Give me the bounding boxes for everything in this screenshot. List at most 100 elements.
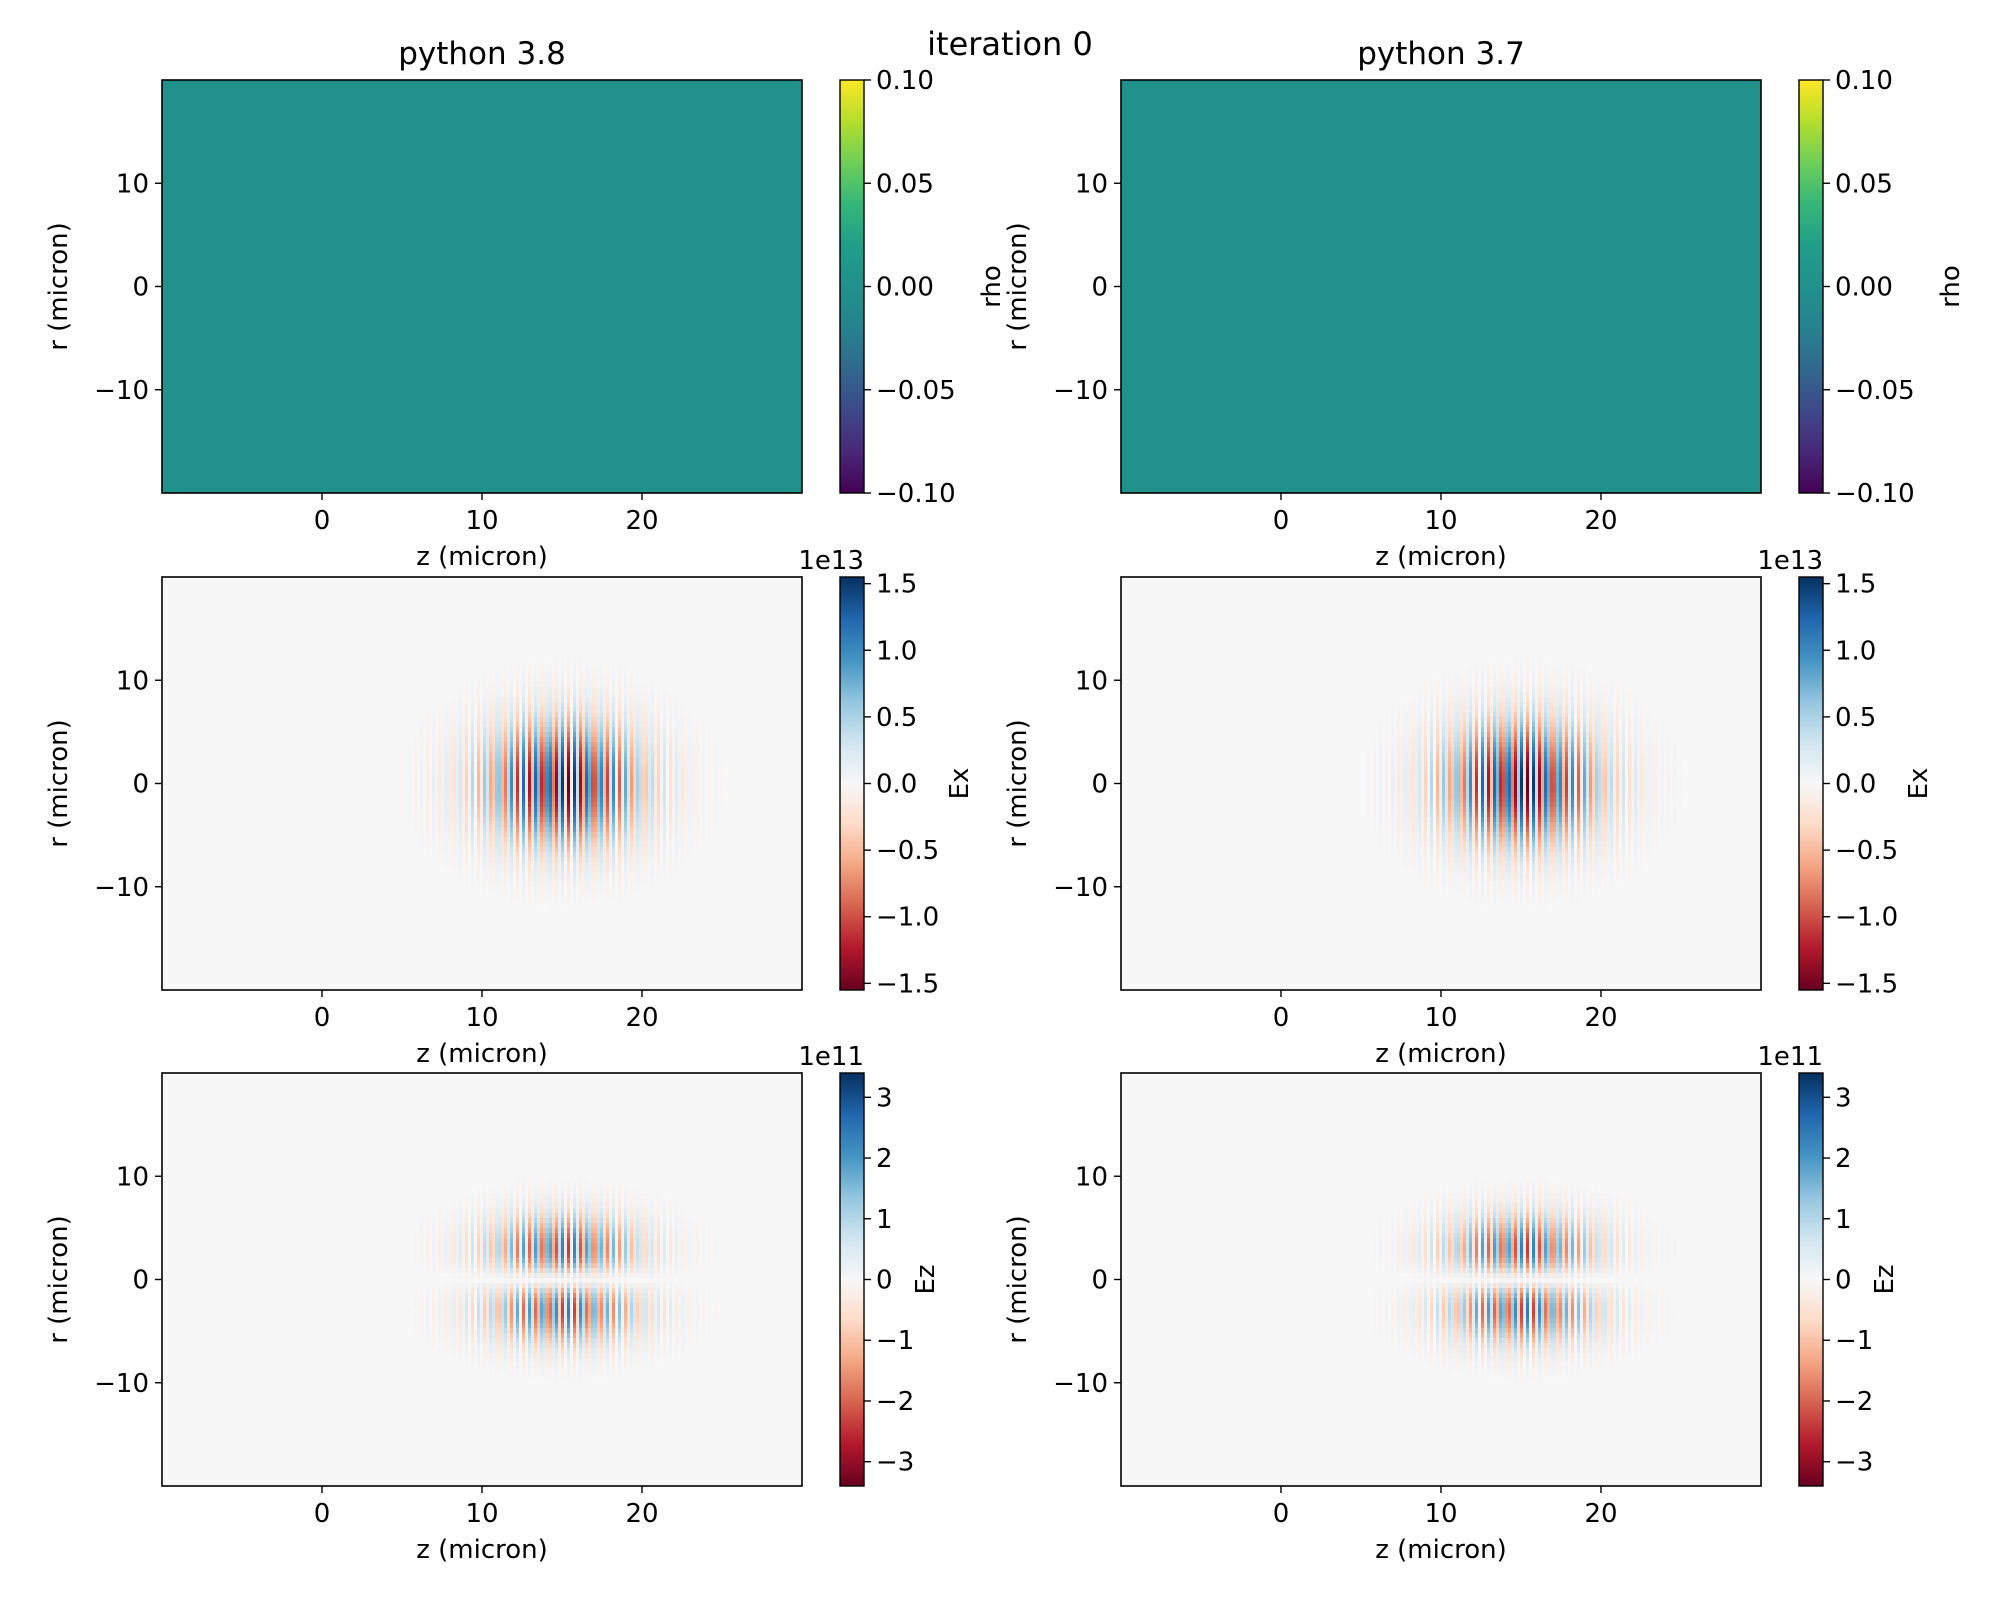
colorbar-tick-label: −0.10	[876, 479, 956, 509]
heatmap-pulse	[1367, 1178, 1676, 1383]
subplot-rho-right: 0 10 20 −10 0 10 z (micron) r (micron) python 3.…	[1003, 36, 1966, 572]
x-tick-label: 20	[625, 1003, 658, 1033]
subplot-Ex-left: 0 10 20 −10 0 10 z (micron) r (micron) −1.5 −1.0 −…	[44, 546, 975, 1069]
colorbar-tick-label: −0.05	[1835, 376, 1915, 406]
x-axis-label: z (micron)	[1375, 542, 1507, 572]
colorbar-tick-label: 0.10	[876, 66, 934, 96]
colorbar-offset-label: 1e11	[1757, 1042, 1823, 1072]
x-tick-label: 0	[1273, 1003, 1290, 1033]
x-tick-label: 0	[314, 1003, 331, 1033]
colorbar-tick-label: 0.0	[876, 770, 917, 800]
colorbar-label: Ex	[945, 768, 975, 800]
y-tick-label: −10	[1053, 1369, 1108, 1399]
x-tick-label: 10	[1424, 1003, 1457, 1033]
x-tick-label: 20	[1584, 506, 1617, 536]
colorbar-offset-label: 1e11	[798, 1042, 864, 1072]
x-tick-label: 20	[625, 506, 658, 536]
colorbar-tick-label: −1.0	[1835, 903, 1898, 933]
colorbar-offset-label: 1e13	[798, 546, 864, 576]
y-tick-label: 10	[116, 1162, 149, 1192]
colorbar	[839, 576, 865, 991]
colorbar-tick-label: 1	[876, 1205, 893, 1235]
y-axis-label: r (micron)	[44, 1215, 74, 1344]
x-axis-label: z (micron)	[416, 1039, 548, 1069]
colorbar-tick-label: 3	[876, 1083, 893, 1113]
heatmap-field	[162, 80, 802, 493]
colorbar-tick-label: 0.05	[876, 169, 934, 199]
heatmap-field	[1121, 80, 1761, 493]
colorbar-tick-label: −1	[1835, 1326, 1873, 1356]
colorbar-tick-label: −0.10	[1835, 479, 1915, 509]
colorbar-label: Ex	[1904, 768, 1934, 800]
x-tick-label: 10	[1424, 1499, 1457, 1529]
y-tick-label: 0	[132, 770, 149, 800]
heatmap-pulse	[408, 1178, 717, 1383]
colorbar-tick-label: −0.05	[876, 376, 956, 406]
colorbar-label: Ez	[1870, 1264, 1900, 1294]
colorbar-tick-label: 1	[1835, 1205, 1852, 1235]
y-tick-label: −10	[94, 873, 149, 903]
colorbar-tick-label: 1.0	[876, 636, 917, 666]
colorbar-tick-label: 0.5	[876, 703, 917, 733]
y-axis-label: r (micron)	[1003, 222, 1033, 351]
colorbar-tick-label: 3	[1835, 1083, 1852, 1113]
x-tick-label: 10	[465, 1003, 498, 1033]
colorbar-tick-label: −2	[876, 1387, 914, 1417]
x-tick-label: 0	[314, 1499, 331, 1529]
colorbar-tick-label: −1.0	[876, 903, 939, 933]
x-tick-label: 0	[314, 506, 331, 536]
colorbar	[1798, 1072, 1824, 1487]
x-axis-label: z (micron)	[1375, 1535, 1507, 1565]
x-tick-label: 10	[465, 1499, 498, 1529]
heatmap-pulse	[408, 657, 723, 907]
x-axis-label: z (micron)	[416, 542, 548, 572]
colorbar-tick-label: 2	[1835, 1144, 1852, 1174]
y-axis-label: r (micron)	[1003, 719, 1033, 848]
y-axis-label: r (micron)	[1003, 1215, 1033, 1344]
colorbar-tick-label: 1.5	[876, 570, 917, 600]
subplot-title: python 3.8	[398, 36, 566, 72]
colorbar-tick-label: −2	[1835, 1387, 1873, 1417]
colorbar-tick-label: −0.5	[1835, 836, 1898, 866]
y-tick-label: −10	[1053, 376, 1108, 406]
x-tick-label: 20	[1584, 1003, 1617, 1033]
x-tick-label: 10	[1424, 506, 1457, 536]
heatmap-background	[162, 1073, 802, 1486]
colorbar-tick-label: −1	[876, 1326, 914, 1356]
x-tick-label: 20	[1584, 1499, 1617, 1529]
x-axis-label: z (micron)	[1375, 1039, 1507, 1069]
colorbar-tick-label: 0.0	[1835, 770, 1876, 800]
y-tick-label: 0	[132, 273, 149, 303]
y-tick-label: 0	[1091, 273, 1108, 303]
colorbar	[839, 79, 865, 494]
colorbar-tick-label: 0.00	[876, 273, 934, 303]
colorbar-offset-label: 1e13	[1757, 546, 1823, 576]
subplot-Ex-right: 0 10 20 −10 0 10 z (micron) r (micron) −1.5 −1.0 −…	[1003, 546, 1934, 1069]
subplot-rho-left: 0 10 20 −10 0 10 z (micron) r (micron) python 3.…	[44, 36, 1007, 572]
y-axis-label: r (micron)	[44, 719, 74, 848]
figure-suptitle: iteration 0	[927, 25, 1093, 63]
y-tick-label: −10	[1053, 873, 1108, 903]
colorbar-tick-label: 0	[1835, 1266, 1852, 1296]
colorbar	[839, 1072, 865, 1487]
colorbar-tick-label: 0	[876, 1266, 893, 1296]
colorbar-tick-label: 1.5	[1835, 570, 1876, 600]
colorbar-tick-label: 2	[876, 1144, 893, 1174]
colorbar-tick-label: 0.10	[1835, 66, 1893, 96]
y-tick-label: 0	[1091, 770, 1108, 800]
x-tick-label: 10	[465, 506, 498, 536]
colorbar-label: Ez	[911, 1264, 941, 1294]
x-tick-label: 0	[1273, 1499, 1290, 1529]
y-tick-label: 0	[132, 1266, 149, 1296]
y-tick-label: 10	[116, 666, 149, 696]
colorbar-tick-label: 1.0	[1835, 636, 1876, 666]
y-tick-label: 10	[116, 169, 149, 199]
colorbar	[1798, 576, 1824, 991]
colorbar-label: rho	[1936, 265, 1966, 308]
colorbar-tick-label: 0.5	[1835, 703, 1876, 733]
heatmap-background	[1121, 1073, 1761, 1486]
